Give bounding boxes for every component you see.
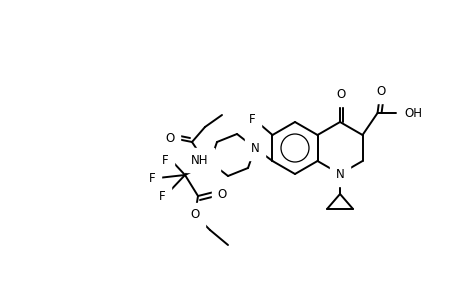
Text: O: O — [336, 88, 345, 100]
Text: F: F — [158, 190, 165, 203]
Text: O: O — [165, 131, 174, 145]
Text: N: N — [335, 167, 344, 181]
Text: N: N — [205, 155, 214, 169]
Text: OH: OH — [403, 106, 422, 119]
Text: O: O — [190, 208, 199, 221]
Text: O: O — [375, 85, 384, 98]
Text: NH: NH — [191, 154, 208, 166]
Text: O: O — [217, 188, 226, 200]
Text: F: F — [249, 112, 255, 125]
Text: N: N — [250, 142, 259, 154]
Text: F: F — [161, 154, 168, 166]
Text: F: F — [148, 172, 155, 184]
